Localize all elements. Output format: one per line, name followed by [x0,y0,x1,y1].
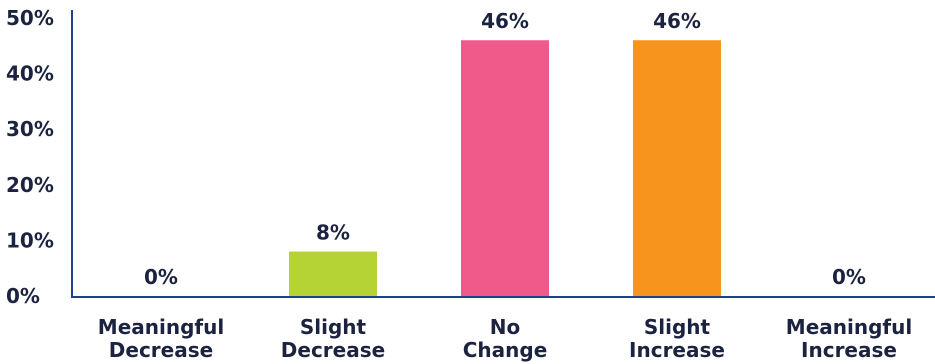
category-label: Decrease [109,338,213,362]
category-label: Meaningful [98,315,224,339]
bar [633,40,721,296]
category-label: Increase [801,338,897,362]
data-label: 46% [653,9,701,33]
y-tick-label: 40% [6,62,54,86]
y-tick-label: 0% [6,284,40,308]
bar [461,40,549,296]
y-tick-label: 20% [6,173,54,197]
bar [289,251,377,296]
data-label: 0% [144,265,178,289]
data-labels: 0% 8% 46% 46% 0% [144,9,866,289]
data-label: 8% [316,221,350,245]
category-label: No [490,315,520,339]
axes [71,10,935,298]
category-label: Slight [300,315,367,339]
category-label: Slight [644,315,711,339]
category-label: Increase [629,338,725,362]
x-axis-categories: MeaningfulDecreaseSlightDecreaseNoChange… [98,315,912,362]
data-label: 46% [481,9,529,33]
y-axis-ticks: 0% 10% 20% 30% 40% 50% [6,6,54,308]
bars [289,40,721,296]
category-label: Meaningful [786,315,912,339]
y-tick-label: 10% [6,228,54,252]
data-label: 0% [832,265,866,289]
category-label: Change [463,338,548,362]
y-tick-label: 30% [6,117,54,141]
category-label: Decrease [281,338,385,362]
y-tick-label: 50% [6,6,54,30]
